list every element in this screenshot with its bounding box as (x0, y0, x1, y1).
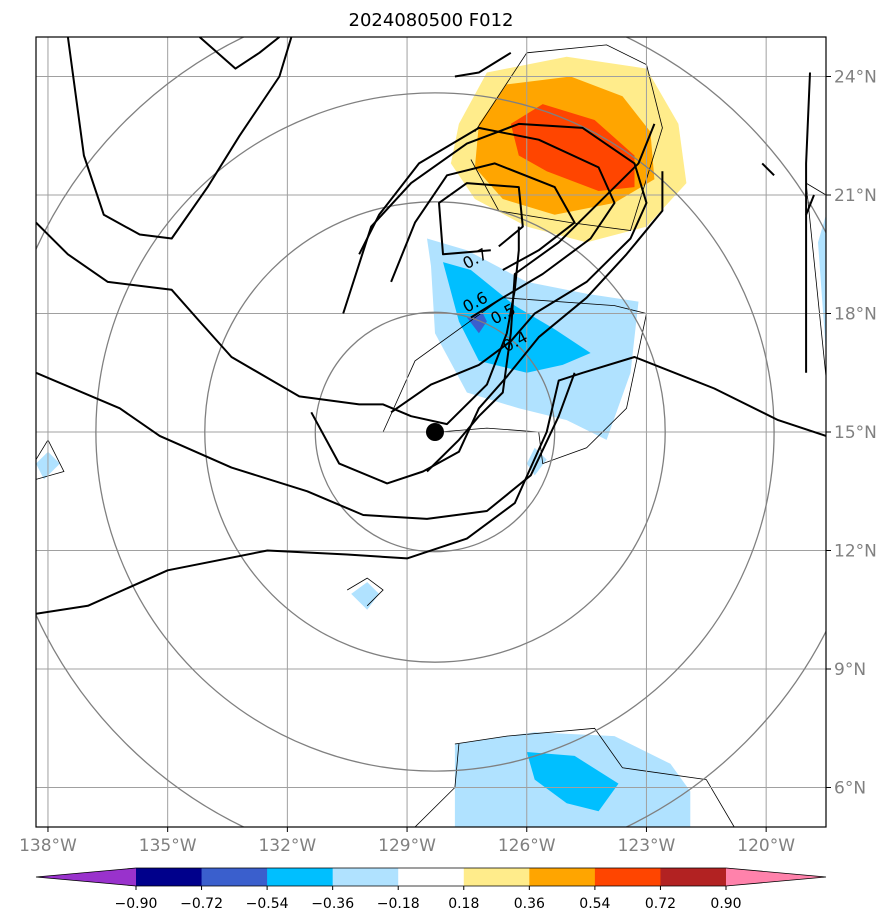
shaded-region-11 (818, 214, 826, 369)
colorbar-extend-high (726, 868, 826, 886)
x-tick-label-2: 132°W (258, 836, 316, 856)
x-tick-label-5: 123°W (618, 836, 676, 856)
contour-line-9 (66, 37, 293, 240)
y-tick-label-5: 21°N (834, 186, 877, 206)
colorbar: −0.90 −0.72 −0.54 −0.36 −0.18 0.18 0.36 0.54 0.7… (35, 867, 827, 912)
colorbar-box-8 (660, 868, 727, 886)
shaded-region-4 (443, 262, 591, 373)
colorbar-label-1: −0.72 (180, 896, 223, 912)
contour-line-10 (198, 37, 281, 70)
colorbar-label-4: −0.18 (377, 896, 420, 912)
contour-line-4 (310, 171, 664, 485)
storm-center-marker (425, 423, 444, 441)
colorbar-label-8: 0.72 (645, 896, 676, 912)
chart-title: 2024080500 F012 (349, 10, 514, 31)
colorbar-label-5: 0.18 (448, 896, 479, 912)
colorbar-box-2 (267, 868, 334, 886)
colorbar-box-3 (332, 868, 399, 886)
x-tick-label-4: 126°W (498, 836, 556, 856)
x-tick-label-0: 138°W (19, 836, 77, 856)
colorbar-box-1 (201, 868, 268, 886)
map-area: 0.70.60.50.4 (36, 37, 826, 827)
axis-ticks: 138°W 135°W 132°W 129°W 126°W 123°W 120°W 6°N 9°… (19, 68, 877, 857)
shaded-region-9 (351, 582, 380, 610)
y-tick-label-3: 15°N (834, 423, 877, 443)
x-tick-label-6: 120°W (737, 836, 795, 856)
colorbar-box-0 (136, 868, 203, 886)
contour-line-0 (36, 221, 520, 426)
contour-line-5 (342, 122, 648, 414)
range-ring-1 (204, 201, 666, 663)
contour-line-2 (36, 356, 826, 615)
colorbar-label-0: −0.90 (115, 896, 158, 912)
colorbar-box-4 (398, 868, 465, 886)
y-tick-label-2: 12°N (834, 542, 877, 562)
colorbar-box-5 (463, 868, 530, 886)
contour-line-6 (358, 126, 616, 319)
contour-line-8 (438, 182, 524, 256)
colorbar-extend-low (36, 868, 136, 886)
y-tick-label-1: 9°N (834, 660, 866, 680)
y-tick-label-4: 18°N (834, 305, 877, 325)
thin-outline-5 (346, 577, 384, 607)
colorbar-label-3: −0.36 (311, 896, 354, 912)
colorbar-label-2: −0.54 (246, 896, 289, 912)
x-tick-label-3: 129°W (378, 836, 436, 856)
y-tick-label-0: 6°N (834, 779, 866, 799)
contour-line-7 (390, 162, 576, 283)
colorbar-box-7 (594, 868, 661, 886)
contour-line-14 (805, 72, 811, 215)
range-ring-2 (95, 92, 775, 772)
colorbar-label-7: 0.54 (579, 896, 610, 912)
contour-line-12 (761, 162, 775, 177)
colorbar-box-6 (529, 868, 596, 886)
colorbar-label-6: 0.36 (514, 896, 545, 912)
shaded-region-7 (526, 752, 619, 812)
range-ring-0 (314, 311, 556, 553)
thin-outline-1 (470, 44, 663, 231)
contour-line-1 (36, 371, 576, 520)
colorbar-label-9: 0.90 (710, 896, 741, 912)
x-tick-label-1: 135°W (139, 836, 197, 856)
y-tick-label-6: 24°N (834, 68, 877, 88)
contour-line-13 (454, 51, 512, 78)
thin-outline-4 (36, 439, 65, 480)
